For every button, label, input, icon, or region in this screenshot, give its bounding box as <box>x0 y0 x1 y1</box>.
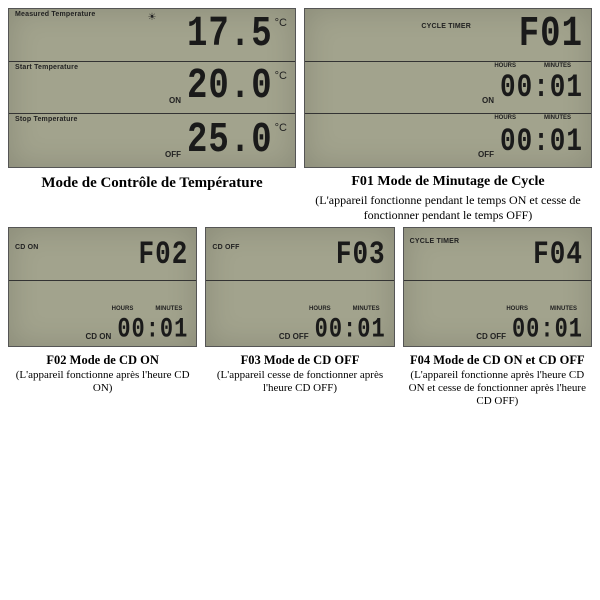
lcd-row-f04-top: CYCLE TIMER F04 <box>404 228 591 281</box>
lcd-row-f03-top: CD OFF F03 <box>206 228 393 281</box>
caption-f01: F01 Mode de Minutage de Cycle (L'apparei… <box>304 174 592 223</box>
hours-label-e: HOURS <box>506 306 528 312</box>
label-cycle-e: CYCLE TIMER <box>410 238 460 245</box>
hours-label-2: HOURS <box>494 115 516 121</box>
lcd-f01: CYCLE TIMER F01 HOURS MINUTES ON 00:01 H… <box>304 8 592 168</box>
value-f01: F01 <box>519 14 583 57</box>
value-cdoff-time: 00:01 <box>315 316 386 344</box>
label-stop: Stop Temperature <box>15 116 78 123</box>
panel-f01: CYCLE TIMER F01 HOURS MINUTES ON 00:01 H… <box>304 8 592 223</box>
value-off-time: 00:01 <box>500 124 583 157</box>
lcd-row-f03-time: CD OFF 00:01 <box>206 313 393 345</box>
label-cdoff: CD OFF <box>212 244 239 251</box>
hm-labels-c: HOURS MINUTES <box>112 306 183 312</box>
minutes-label-e: MINUTES <box>550 306 577 312</box>
side-cdon: CD ON <box>86 332 112 341</box>
sun-icon: ☀ <box>148 12 157 23</box>
hours-label-d: HOURS <box>309 306 331 312</box>
lcd-temperature: Measured Temperature ☀ 17.5 °C Start Tem… <box>8 8 296 168</box>
caption-sub-d: (L'appareil cesse de fonctionner après l… <box>205 369 394 395</box>
caption-f02: F02 Mode de CD ON (L'appareil fonctionne… <box>8 353 197 395</box>
unit-stop: °C <box>275 122 287 134</box>
lcd-row-f04-time: CD OFF 00:01 <box>404 313 591 345</box>
value-stop: 25.0 <box>187 119 273 162</box>
caption-sub-c: (L'appareil fonctionne après l'heure CD … <box>8 369 197 395</box>
caption-title-b: F01 Mode de Minutage de Cycle <box>304 174 592 191</box>
caption-sub-e: (L'appareil fonctionne après l'heure CD … <box>403 369 592 409</box>
caption-title-d: F03 Mode de CD OFF <box>205 353 394 368</box>
side-off-b: OFF <box>478 150 494 159</box>
caption-f04: F04 Mode de CD ON et CD OFF (L'appareil … <box>403 353 592 409</box>
hours-label-c: HOURS <box>112 306 134 312</box>
unit-measured: °C <box>275 17 287 29</box>
hm-labels-off: HOURS MINUTES <box>494 115 571 121</box>
lcd-f02: CD ON F02 HOURS MINUTES CD ON 00:01 <box>8 227 197 347</box>
side-cdoff-e: CD OFF <box>476 332 506 341</box>
label-measured: Measured Temperature <box>15 11 96 18</box>
panel-f02: CD ON F02 HOURS MINUTES CD ON 00:01 F02 … <box>8 227 197 395</box>
value-f03: F03 <box>336 238 386 271</box>
caption-title-a: Mode de Contrôle de Température <box>8 174 296 192</box>
lcd-f03: CD OFF F03 HOURS MINUTES CD OFF 00:01 <box>205 227 394 347</box>
minutes-label-d: MINUTES <box>353 306 380 312</box>
lcd-row-f01-off: HOURS MINUTES OFF 00:01 <box>305 114 591 167</box>
value-f04-time: 00:01 <box>512 316 583 344</box>
caption-temperature: Mode de Contrôle de Température <box>8 174 296 192</box>
side-on-b: ON <box>482 96 494 105</box>
lcd-row-f03-hm: HOURS MINUTES <box>206 281 393 313</box>
value-measured: 17.5 <box>187 14 273 57</box>
value-f04: F04 <box>533 238 583 271</box>
lcd-row-start: Start Temperature ON 20.0 °C <box>9 62 295 115</box>
caption-f03: F03 Mode de CD OFF (L'appareil cesse de … <box>205 353 394 395</box>
lcd-row-f02-hm: HOURS MINUTES <box>9 281 196 313</box>
value-cdon-time: 00:01 <box>117 316 188 344</box>
lcd-row-f04-hm: HOURS MINUTES <box>404 281 591 313</box>
lcd-row-f02-time: CD ON 00:01 <box>9 313 196 345</box>
label-start: Start Temperature <box>15 64 78 71</box>
value-f02: F02 <box>139 238 189 271</box>
mode-diagram: Measured Temperature ☀ 17.5 °C Start Tem… <box>8 8 592 408</box>
caption-title-e: F04 Mode de CD ON et CD OFF <box>403 353 592 368</box>
row-2: CD ON F02 HOURS MINUTES CD ON 00:01 F02 … <box>8 227 592 409</box>
lcd-row-f01-on: HOURS MINUTES ON 00:01 <box>305 62 591 115</box>
lcd-row-measured: Measured Temperature ☀ 17.5 °C <box>9 9 295 62</box>
caption-title-c: F02 Mode de CD ON <box>8 353 197 368</box>
panel-f03: CD OFF F03 HOURS MINUTES CD OFF 00:01 F0… <box>205 227 394 395</box>
hm-labels-d: HOURS MINUTES <box>309 306 380 312</box>
minutes-label-c: MINUTES <box>155 306 182 312</box>
side-off: OFF <box>165 150 181 159</box>
value-on-time: 00:01 <box>500 71 583 104</box>
lcd-row-stop: Stop Temperature OFF 25.0 °C <box>9 114 295 167</box>
unit-start: °C <box>275 70 287 82</box>
side-on: ON <box>169 96 181 105</box>
lcd-row-f02-top: CD ON F02 <box>9 228 196 281</box>
lcd-f04: CYCLE TIMER F04 HOURS MINUTES CD OFF 00:… <box>403 227 592 347</box>
label-cdon: CD ON <box>15 244 39 251</box>
lcd-row-f01-top: CYCLE TIMER F01 <box>305 9 591 62</box>
panel-temperature: Measured Temperature ☀ 17.5 °C Start Tem… <box>8 8 296 192</box>
side-cdoff: CD OFF <box>279 332 309 341</box>
hm-labels-e: HOURS MINUTES <box>506 306 577 312</box>
label-cycle-timer: CYCLE TIMER <box>421 23 471 30</box>
row-1: Measured Temperature ☀ 17.5 °C Start Tem… <box>8 8 592 223</box>
panel-f04: CYCLE TIMER F04 HOURS MINUTES CD OFF 00:… <box>403 227 592 409</box>
value-start: 20.0 <box>187 66 273 109</box>
caption-sub-b: (L'appareil fonctionne pendant le temps … <box>304 193 592 223</box>
minutes-label-2: MINUTES <box>544 115 571 121</box>
